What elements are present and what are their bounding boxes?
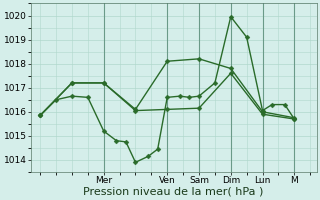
X-axis label: Pression niveau de la mer( hPa ): Pression niveau de la mer( hPa )	[84, 187, 264, 197]
